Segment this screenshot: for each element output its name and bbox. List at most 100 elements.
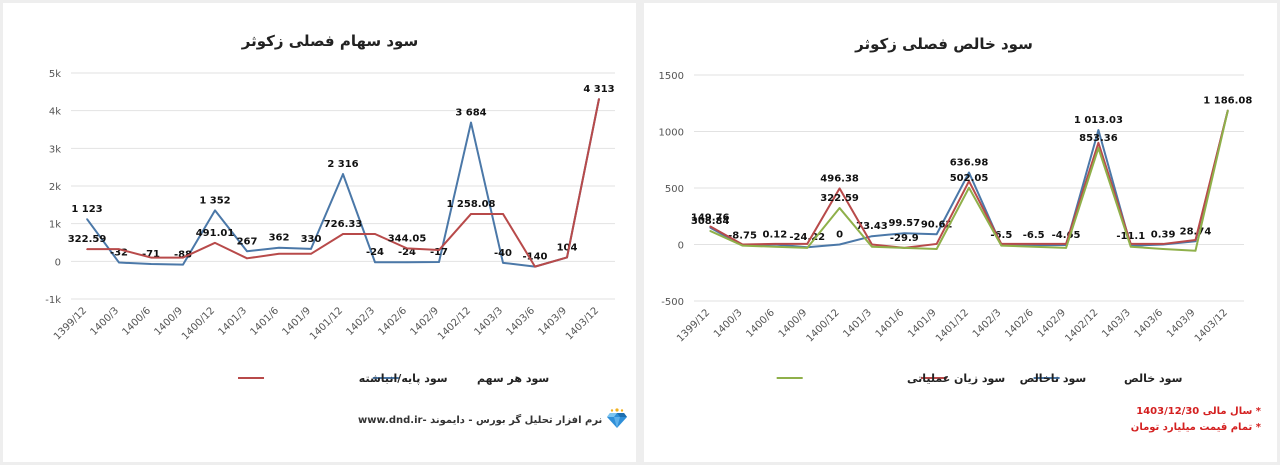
- fiscal-year-note: * سال مالی 1403/12/30: [1136, 406, 1261, 417]
- data-label: 28.74: [1180, 226, 1212, 237]
- legend-label: سود پایه/انباشته: [359, 372, 448, 385]
- x-tick-label: 1403/6: [1133, 307, 1166, 340]
- data-label: 0.39: [1151, 229, 1176, 240]
- data-point: [903, 232, 906, 235]
- x-tick-label: 1400/3: [88, 305, 121, 338]
- x-tick-label: 1400/12: [180, 305, 217, 342]
- data-label: -17: [430, 247, 448, 258]
- data-label: -140: [522, 252, 547, 263]
- data-label: 1 352: [199, 195, 230, 206]
- data-point: [1227, 109, 1229, 112]
- data-point: [968, 171, 970, 174]
- y-tick-label: 2k: [49, 182, 61, 193]
- data-point: [310, 253, 312, 255]
- data-point: [86, 218, 88, 220]
- data-label: 496.38: [820, 173, 859, 184]
- data-point: [709, 225, 711, 228]
- data-label: 322.59: [820, 193, 859, 204]
- data-label: -71: [142, 249, 160, 260]
- data-point: [1032, 243, 1035, 245]
- data-point: [502, 213, 504, 215]
- data-point: [838, 187, 841, 190]
- x-tick-label: 1401/6: [874, 307, 907, 340]
- y-tick-label: 3k: [49, 144, 61, 155]
- unit-note: * تمام قیمت میلیارد تومان: [1130, 422, 1261, 433]
- x-tick-label: 1403/9: [1165, 307, 1198, 340]
- data-point: [968, 186, 970, 189]
- data-point: [1162, 248, 1164, 250]
- data-point: [598, 98, 600, 100]
- data-point: [903, 247, 906, 249]
- x-tick-label: 1402/3: [344, 305, 377, 338]
- x-tick-label: 1402/3: [971, 307, 1004, 340]
- legend-label: سود هر سهم: [477, 372, 549, 385]
- data-point: [214, 209, 216, 212]
- y-tick-label: 5k: [49, 69, 61, 80]
- x-tick-label: 1402/9: [1036, 307, 1069, 340]
- data-point: [1097, 142, 1100, 144]
- data-point: [774, 243, 776, 245]
- data-point: [310, 248, 312, 250]
- data-label: -40: [494, 248, 512, 259]
- x-tick-label: 1400/6: [744, 307, 777, 340]
- data-point: [1065, 247, 1067, 249]
- data-label: 308.84: [691, 216, 730, 227]
- data-point: [86, 248, 88, 250]
- chart-title: سود سهام فصلی زکوثر: [241, 32, 418, 50]
- data-point: [968, 180, 970, 183]
- data-point: [1162, 243, 1164, 245]
- data-point: [935, 233, 938, 236]
- data-label: 853.36: [1079, 133, 1118, 144]
- y-tick-label: 1k: [49, 220, 61, 231]
- data-point: [774, 245, 776, 248]
- data-label: -24.22: [789, 232, 825, 243]
- x-tick-label: 1403/6: [504, 305, 537, 338]
- y-tick-label: 1500: [659, 71, 684, 82]
- data-point: [935, 248, 938, 250]
- y-tick-label: -500: [661, 297, 684, 308]
- data-point: [838, 207, 841, 209]
- data-label: 90.62: [921, 219, 953, 230]
- data-point: [566, 256, 568, 259]
- x-tick-label: 1402/6: [1003, 307, 1036, 340]
- data-label: 330: [301, 234, 322, 245]
- y-tick-label: 500: [665, 184, 684, 195]
- data-point: [1032, 245, 1035, 248]
- data-point: [838, 243, 841, 246]
- data-point: [118, 261, 120, 264]
- x-tick-label: 1403/3: [472, 305, 505, 338]
- x-tick-label: 1400/3: [712, 307, 745, 340]
- data-point: [935, 243, 938, 245]
- data-point: [470, 213, 472, 215]
- data-point: [470, 121, 472, 124]
- x-tick-label: 1400/6: [120, 305, 153, 338]
- series-line: [86, 98, 600, 268]
- data-point: [502, 262, 504, 264]
- x-tick-label: 1400/12: [805, 307, 842, 344]
- data-point: [246, 250, 248, 253]
- x-tick-label: 1401/12: [934, 307, 971, 344]
- data-point: [806, 243, 809, 245]
- data-label: 726.33: [324, 219, 363, 230]
- data-label: 2 316: [327, 159, 358, 170]
- data-point: [214, 242, 216, 244]
- chart-title: سود خالص فصلی زکوثر: [854, 35, 1033, 53]
- data-point: [871, 245, 873, 248]
- data-point: [182, 263, 184, 266]
- legend-label: سود ناخالص: [1020, 372, 1087, 385]
- data-point: [1194, 249, 1197, 252]
- data-point: [438, 261, 440, 263]
- x-tick-label: 1401/9: [906, 307, 939, 340]
- data-label: 1 013.03: [1074, 115, 1123, 126]
- y-tick-label: -1k: [45, 295, 61, 306]
- data-label: 267: [237, 236, 258, 247]
- data-label: 73.43: [856, 221, 888, 232]
- data-label: 0: [836, 230, 843, 241]
- data-point: [342, 233, 344, 235]
- data-point: [374, 233, 376, 235]
- data-label: -11.1: [1116, 231, 1145, 242]
- data-point: [709, 230, 711, 232]
- x-tick-label: 1401/3: [216, 305, 249, 338]
- data-label: 4 313: [583, 84, 614, 95]
- data-label: -4.65: [1052, 230, 1081, 241]
